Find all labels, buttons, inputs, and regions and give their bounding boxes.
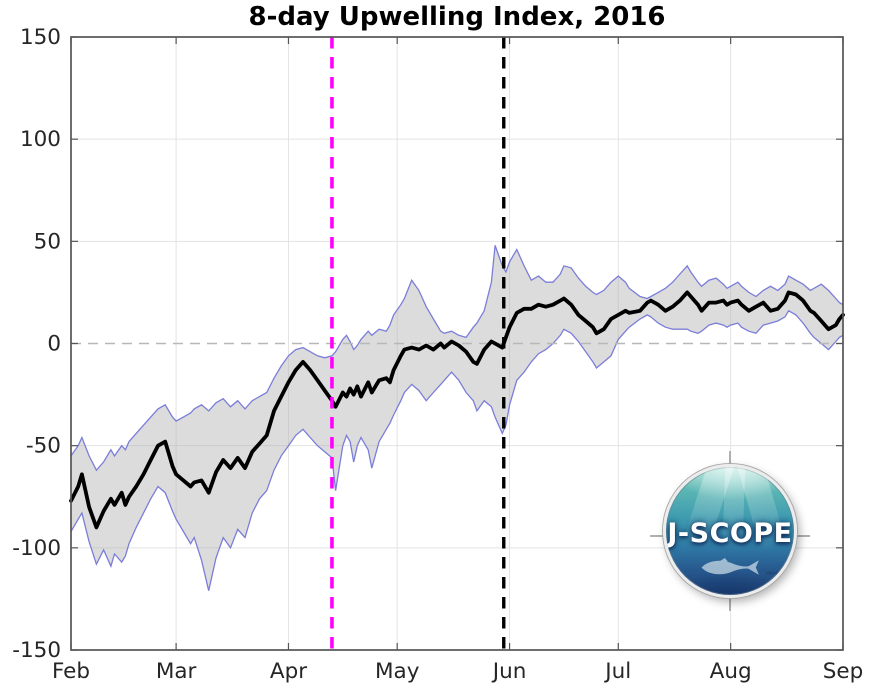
y-tick-label: 50	[34, 229, 61, 254]
x-tick-label: Sep	[823, 659, 864, 684]
uncertainty-band	[71, 245, 843, 591]
crosshair-mark-bottom	[729, 596, 731, 611]
x-tick-label: Mar	[156, 659, 197, 684]
small-fish-icon	[765, 570, 779, 576]
x-tick-label: Apr	[270, 659, 307, 684]
crosshair-mark-right	[795, 535, 810, 537]
logo-ocean-circle: J-SCOPE	[663, 464, 797, 598]
y-tick-label: 100	[20, 127, 61, 152]
band-lower-edge	[70, 309, 844, 591]
fish-icon	[701, 557, 759, 575]
logo-text: J-SCOPE	[667, 518, 793, 549]
y-tick-label: -100	[12, 536, 61, 561]
x-tick-label: May	[375, 659, 420, 684]
band-upper-edge	[70, 245, 844, 472]
x-tick-label: Jul	[603, 659, 631, 684]
y-tick-label: 150	[20, 25, 61, 50]
mean-line	[69, 290, 845, 530]
y-tick-label: -50	[26, 434, 61, 459]
x-tick-label: Aug	[710, 659, 752, 684]
crosshair-mark-top	[729, 451, 731, 466]
chart-title: 8-day Upwelling Index, 2016	[248, 2, 666, 32]
jscope-logo: J-SCOPE	[650, 451, 810, 611]
y-tick-label: -150	[12, 638, 61, 663]
x-tick-label: Feb	[52, 659, 90, 684]
x-tick-label: Jun	[491, 659, 527, 684]
crosshair-mark-left	[650, 535, 665, 537]
y-tick-label: 0	[47, 332, 61, 357]
